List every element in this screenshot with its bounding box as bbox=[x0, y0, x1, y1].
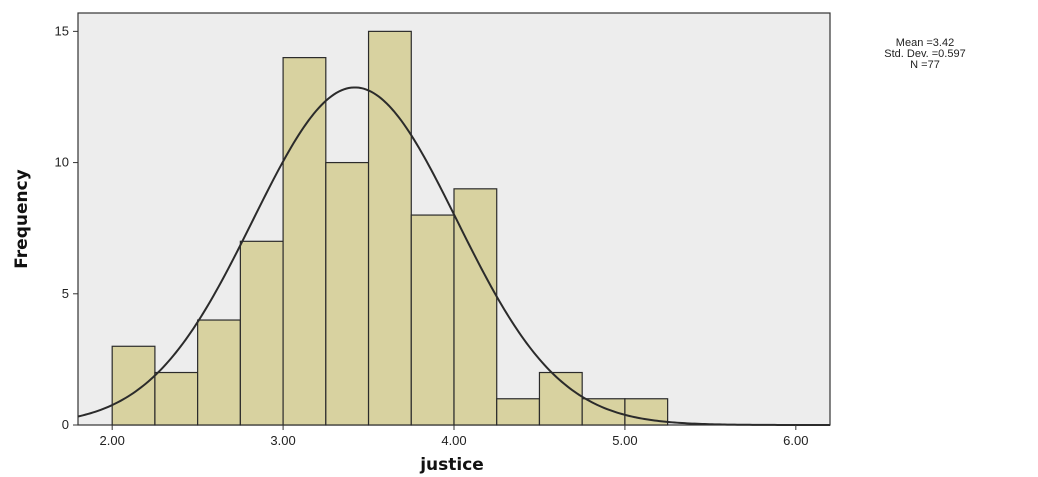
x-tick-label-0: 2.00 bbox=[100, 433, 125, 448]
y-tick-label-3: 15 bbox=[55, 23, 69, 38]
normal-curve bbox=[77, 86, 830, 426]
y-axis-label: Frequency bbox=[12, 169, 32, 269]
x-axis-label: justice bbox=[419, 455, 484, 475]
y-tick-label-2: 10 bbox=[55, 155, 69, 170]
y-tick-label-0: 0 bbox=[62, 417, 69, 432]
histogram-bar-1 bbox=[154, 371, 199, 426]
histogram-bar-5 bbox=[325, 161, 370, 426]
histogram-bar-8 bbox=[453, 188, 498, 426]
histogram-bar-11 bbox=[581, 398, 626, 426]
histogram-bar-4 bbox=[282, 57, 327, 426]
x-tick-label-1: 3.00 bbox=[270, 433, 295, 448]
bars-layer bbox=[111, 30, 669, 426]
histogram-bar-9 bbox=[496, 398, 541, 426]
x-tick-label-2: 4.00 bbox=[441, 433, 466, 448]
histogram-bar-0 bbox=[111, 345, 156, 426]
x-tick-label-3: 5.00 bbox=[612, 433, 637, 448]
axis-layer: 2.00 3.00 4.00 5.00 6.00 0 5 10 15 bbox=[55, 23, 809, 448]
x-tick-label-4: 6.00 bbox=[783, 433, 808, 448]
histogram-bar-6 bbox=[367, 30, 412, 426]
stats-box: Mean =3.42 Std. Dev. =0.597 N =77 bbox=[860, 38, 990, 71]
stats-std-dev: Std. Dev. =0.597 bbox=[884, 48, 966, 60]
histogram-bar-2 bbox=[197, 319, 241, 426]
histogram-bar-7 bbox=[410, 214, 455, 426]
stats-mean: Mean =3.42 bbox=[895, 37, 955, 49]
histogram-bar-3 bbox=[239, 240, 284, 426]
y-tick-label-1: 5 bbox=[62, 286, 69, 301]
stats-n: N =77 bbox=[910, 59, 940, 71]
